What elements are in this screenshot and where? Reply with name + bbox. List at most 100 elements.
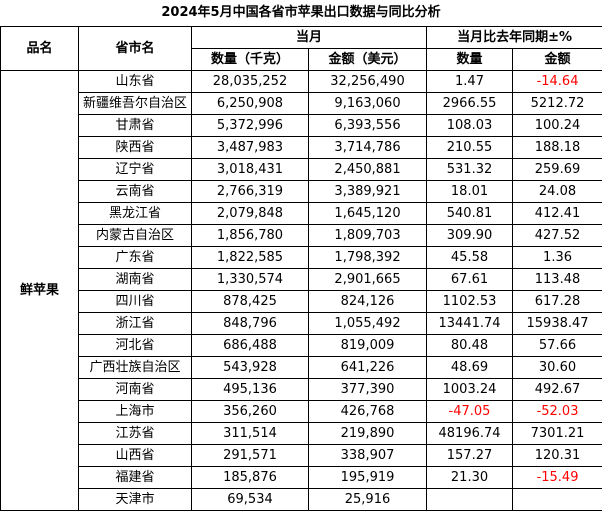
amount-cell: 338,907: [309, 445, 427, 467]
yoy-amount-cell: 492.67: [513, 379, 602, 401]
amount-cell: 1,809,703: [309, 225, 427, 247]
yoy-amount-cell: 57.66: [513, 335, 602, 357]
qty-cell: 543,928: [192, 357, 309, 379]
header-yoy: 当月比去年同期±%: [427, 27, 602, 49]
yoy-amount-cell: [513, 489, 602, 511]
yoy-amount-cell: 30.60: [513, 357, 602, 379]
qty-cell: 878,425: [192, 291, 309, 313]
yoy-amount-cell: 100.24: [513, 115, 602, 137]
qty-cell: 2,079,848: [192, 203, 309, 225]
amount-cell: 1,055,492: [309, 313, 427, 335]
amount-cell: 1,798,392: [309, 247, 427, 269]
yoy-qty-cell: 80.48: [427, 335, 513, 357]
amount-cell: 1,645,120: [309, 203, 427, 225]
yoy-amount-cell: -15.49: [513, 467, 602, 489]
header-qty: 数量（千克）: [192, 49, 309, 71]
region-cell: 陕西省: [79, 137, 192, 159]
region-cell: 浙江省: [79, 313, 192, 335]
amount-cell: 2,450,881: [309, 159, 427, 181]
region-cell: 新疆维吾尔自治区: [79, 93, 192, 115]
yoy-amount-cell: 1.36: [513, 247, 602, 269]
yoy-amount-cell: 617.28: [513, 291, 602, 313]
amount-cell: 25,916: [309, 489, 427, 511]
product-name-cell: 鲜苹果: [1, 71, 79, 511]
yoy-qty-cell: 21.30: [427, 467, 513, 489]
amount-cell: 3,714,786: [309, 137, 427, 159]
amount-cell: 819,009: [309, 335, 427, 357]
region-cell: 河南省: [79, 379, 192, 401]
yoy-qty-cell: 540.81: [427, 203, 513, 225]
yoy-qty-cell: 13441.74: [427, 313, 513, 335]
yoy-amount-cell: 113.48: [513, 269, 602, 291]
qty-cell: 291,571: [192, 445, 309, 467]
qty-cell: 69,534: [192, 489, 309, 511]
yoy-amount-cell: 120.31: [513, 445, 602, 467]
qty-cell: 28,035,252: [192, 71, 309, 93]
qty-cell: 3,487,983: [192, 137, 309, 159]
amount-cell: 377,390: [309, 379, 427, 401]
yoy-qty-cell: 45.58: [427, 247, 513, 269]
yoy-qty-cell: 67.61: [427, 269, 513, 291]
yoy-qty-cell: 48196.74: [427, 423, 513, 445]
amount-cell: 641,226: [309, 357, 427, 379]
yoy-qty-cell: 309.90: [427, 225, 513, 247]
yoy-qty-cell: 108.03: [427, 115, 513, 137]
qty-cell: 356,260: [192, 401, 309, 423]
header-yoy-amount: 金额: [513, 49, 602, 71]
qty-cell: 185,876: [192, 467, 309, 489]
yoy-qty-cell: 531.32: [427, 159, 513, 181]
yoy-amount-cell: 412.41: [513, 203, 602, 225]
amount-cell: 2,901,665: [309, 269, 427, 291]
region-cell: 内蒙古自治区: [79, 225, 192, 247]
region-cell: 甘肃省: [79, 115, 192, 137]
amount-cell: 6,393,556: [309, 115, 427, 137]
yoy-amount-cell: -14.64: [513, 71, 602, 93]
region-cell: 广西壮族自治区: [79, 357, 192, 379]
yoy-qty-cell: [427, 489, 513, 511]
export-data-table: 品名 省市名 当月 当月比去年同期±% 数量（千克） 金额（美元） 数量 金额 …: [0, 26, 602, 511]
qty-cell: 1,856,780: [192, 225, 309, 247]
yoy-amount-cell: 7301.21: [513, 423, 602, 445]
region-cell: 黑龙江省: [79, 203, 192, 225]
qty-cell: 5,372,996: [192, 115, 309, 137]
yoy-amount-cell: 427.52: [513, 225, 602, 247]
amount-cell: 219,890: [309, 423, 427, 445]
qty-cell: 6,250,908: [192, 93, 309, 115]
qty-cell: 311,514: [192, 423, 309, 445]
yoy-amount-cell: -52.03: [513, 401, 602, 423]
qty-cell: 2,766,319: [192, 181, 309, 203]
region-cell: 湖南省: [79, 269, 192, 291]
yoy-qty-cell: 48.69: [427, 357, 513, 379]
region-cell: 广东省: [79, 247, 192, 269]
yoy-amount-cell: 15938.47: [513, 313, 602, 335]
header-region: 省市名: [79, 27, 192, 71]
region-cell: 云南省: [79, 181, 192, 203]
qty-cell: 1,822,585: [192, 247, 309, 269]
region-cell: 辽宁省: [79, 159, 192, 181]
amount-cell: 9,163,060: [309, 93, 427, 115]
qty-cell: 1,330,574: [192, 269, 309, 291]
table-title: 2024年5月中国各省市苹果出口数据与同比分析: [0, 0, 602, 26]
yoy-qty-cell: 18.01: [427, 181, 513, 203]
amount-cell: 824,126: [309, 291, 427, 313]
yoy-amount-cell: 259.69: [513, 159, 602, 181]
yoy-amount-cell: 24.08: [513, 181, 602, 203]
